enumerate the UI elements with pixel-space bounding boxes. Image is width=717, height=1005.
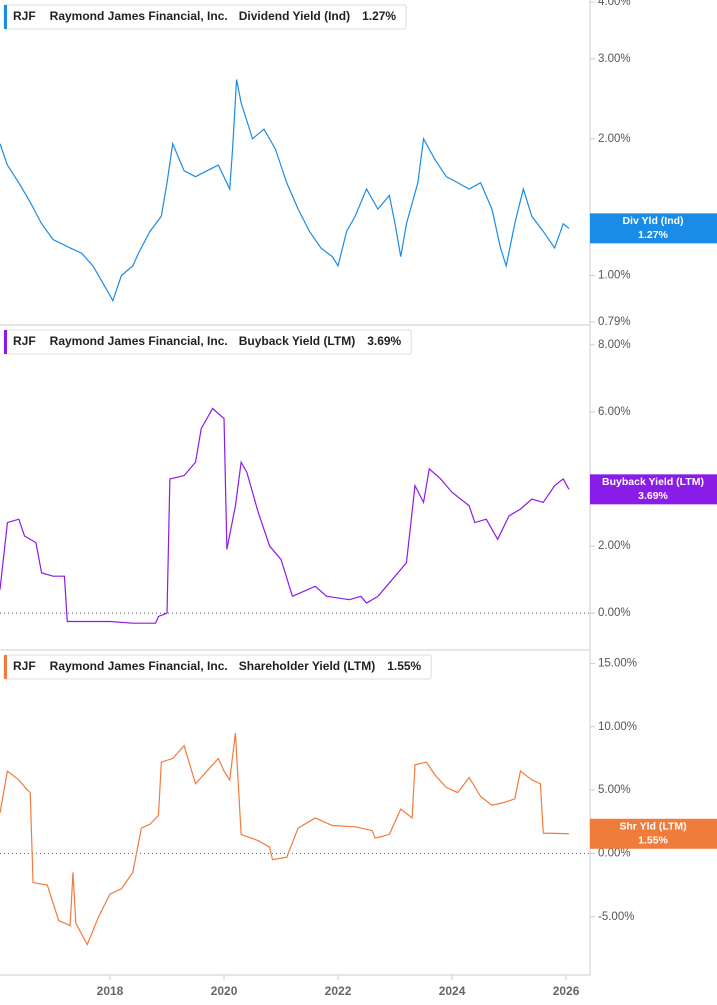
badge-name: Buyback Yield (LTM)	[602, 476, 704, 488]
x-tick-label: 2024	[439, 984, 466, 998]
badge-name: Shr Yld (LTM)	[619, 821, 686, 833]
header-swatch	[4, 5, 7, 29]
header-company: Raymond James Financial, Inc.	[50, 9, 228, 23]
y-tick-label: 2.00%	[598, 540, 631, 552]
header-metric: Shareholder Yield (LTM)	[239, 659, 375, 673]
header-ticker: RJF	[13, 659, 36, 673]
y-tick-label: 3.00%	[598, 53, 631, 65]
y-tick-label: 0.79%	[598, 316, 631, 328]
y-tick-label: 2.00%	[598, 133, 631, 145]
header-value: 1.27%	[362, 9, 396, 23]
x-tick-label: 2026	[553, 984, 580, 998]
y-tick-label: 4.00%	[598, 0, 631, 8]
y-tick-label: 0.00%	[598, 607, 631, 619]
y-tick-label: 10.00%	[598, 721, 637, 733]
value-badge	[590, 818, 717, 849]
badge-value: 1.55%	[638, 835, 668, 847]
series-header: RJF Raymond James Financial, Inc. Dividend…	[3, 4, 407, 30]
y-tick-label: -5.00%	[598, 911, 634, 923]
y-tick-label: 8.00%	[598, 339, 631, 351]
y-tick-label: 1.00%	[598, 270, 631, 282]
series-header: RJF Raymond James Financial, Inc. Buyback …	[3, 329, 412, 355]
x-tick-label: 2018	[97, 984, 124, 998]
series-line	[0, 79, 570, 303]
series-line	[0, 732, 569, 947]
badge-value: 3.69%	[638, 490, 668, 502]
header-company: Raymond James Financial, Inc.	[50, 659, 228, 673]
header-metric: Buyback Yield (LTM)	[239, 334, 355, 348]
y-tick-label: 15.00%	[598, 657, 637, 669]
value-badge	[590, 213, 717, 244]
header-value: 3.69%	[367, 334, 401, 348]
header-swatch	[4, 655, 7, 679]
header-metric: Dividend Yield (Ind)	[239, 9, 350, 23]
header-ticker: RJF	[13, 334, 36, 348]
badge-value: 1.27%	[638, 229, 668, 241]
badge-name: Div Yld (Ind)	[622, 215, 683, 227]
y-tick-label: 0.00%	[598, 847, 631, 859]
header-company: Raymond James Financial, Inc.	[50, 334, 228, 348]
series-line	[0, 407, 570, 624]
y-tick-label: 6.00%	[598, 406, 631, 418]
x-tick-label: 2020	[211, 984, 238, 998]
header-value: 1.55%	[387, 659, 421, 673]
value-badge	[590, 474, 717, 505]
y-tick-label: 5.00%	[598, 784, 631, 796]
x-tick-label: 2022	[325, 984, 352, 998]
header-ticker: RJF	[13, 9, 36, 23]
series-header: RJF Raymond James Financial, Inc. Sharehol…	[3, 654, 432, 680]
header-swatch	[4, 330, 7, 354]
